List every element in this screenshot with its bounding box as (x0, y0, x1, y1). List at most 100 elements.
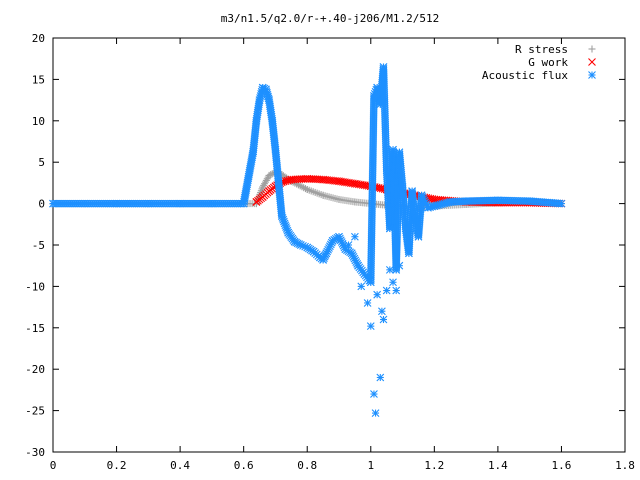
x-tick-label: 0.8 (297, 459, 317, 472)
data-point (277, 212, 286, 220)
data-point (389, 278, 397, 287)
data-point (265, 96, 273, 104)
data-point (371, 409, 380, 417)
data-point (382, 286, 391, 295)
series-acoustic-flux (49, 63, 566, 417)
data-point (341, 245, 350, 254)
data-point (417, 191, 426, 200)
data-point (405, 249, 413, 258)
data-point (350, 179, 359, 188)
data-point (303, 174, 312, 183)
data-point (328, 236, 337, 245)
data-point (259, 183, 267, 191)
data-point (207, 199, 216, 208)
data-point (350, 232, 359, 241)
data-point (357, 282, 366, 291)
legend-marker (588, 45, 596, 53)
data-point (265, 171, 273, 179)
data-point (335, 177, 343, 186)
y-tick-label: -20 (25, 363, 45, 376)
data-point (376, 100, 385, 109)
data-point (398, 183, 407, 191)
data-point (366, 322, 375, 331)
data-point (557, 199, 566, 208)
data-point (319, 191, 327, 199)
series-layer (49, 63, 566, 417)
x-tick-label: 1.2 (424, 459, 444, 472)
data-point (366, 278, 375, 287)
legend-label: R stress (515, 43, 568, 56)
data-point (265, 187, 273, 196)
x-tick-label: 0.6 (234, 459, 254, 472)
data-point (424, 203, 432, 212)
data-point (414, 232, 423, 241)
data-point (351, 198, 359, 206)
data-point (268, 116, 277, 125)
y-tick-label: 5 (38, 156, 45, 169)
data-point (144, 199, 153, 208)
data-point (382, 166, 391, 175)
data-point (373, 83, 382, 92)
data-point (290, 237, 299, 246)
legend-marker (588, 58, 596, 66)
data-point (379, 315, 388, 324)
y-tick-label: -15 (25, 322, 45, 335)
legend-label: G work (528, 56, 568, 69)
y-tick-label: -10 (25, 280, 45, 293)
data-point (309, 247, 318, 256)
data-point (347, 249, 356, 258)
y-tick-label: 15 (32, 73, 45, 86)
y-tick-label: 0 (38, 198, 45, 211)
data-point (249, 147, 258, 156)
legend-marker (588, 71, 596, 79)
data-point (300, 184, 308, 192)
data-point (379, 63, 388, 71)
data-point (322, 249, 331, 258)
x-tick-label: 0.2 (107, 459, 127, 472)
x-tick-label: 1.8 (615, 459, 635, 472)
data-point (401, 224, 410, 233)
x-tick-label: 1.6 (552, 459, 572, 472)
data-point (258, 193, 267, 201)
x-tick-label: 0 (50, 459, 57, 472)
data-point (335, 195, 343, 203)
data-point (284, 228, 293, 237)
data-point (370, 92, 378, 100)
data-point (252, 116, 261, 125)
data-point (296, 182, 304, 190)
data-point (360, 270, 369, 278)
y-tick-label: 10 (32, 115, 45, 128)
x-tick-label: 0.4 (170, 459, 190, 472)
data-point (335, 232, 343, 241)
x-tick-label: 1 (367, 459, 374, 472)
data-point (319, 175, 328, 184)
data-point (49, 199, 57, 208)
x-axis: 0 0.2 0.4 0.6 0.8 1 1.2 1.4 1.6 1.8 (50, 38, 635, 472)
data-point (430, 202, 439, 210)
data-point (370, 390, 378, 398)
data-point (408, 187, 416, 196)
data-point (344, 241, 353, 249)
data-point (287, 175, 296, 184)
data-point (373, 290, 382, 299)
data-point (430, 195, 439, 204)
data-point (385, 265, 394, 274)
data-point (298, 183, 306, 191)
data-point (354, 261, 362, 270)
y-axis: -30 -25 -20 -15 -10 -5 0 5 10 15 20 (25, 32, 625, 459)
data-point (389, 145, 397, 154)
data-point (376, 373, 385, 382)
data-point (80, 199, 89, 208)
data-point (303, 186, 311, 194)
y-tick-label: -30 (25, 446, 45, 459)
data-point (319, 256, 328, 264)
data-point (303, 243, 312, 252)
data-point (446, 198, 455, 206)
y-tick-label: -5 (32, 239, 45, 252)
data-point (363, 299, 372, 307)
data-point (252, 198, 261, 206)
data-point (395, 261, 404, 270)
data-point (274, 179, 283, 187)
chart-title: m3/n1.5/q2.0/r-+.40-j206/M1.2/512 (221, 12, 440, 25)
